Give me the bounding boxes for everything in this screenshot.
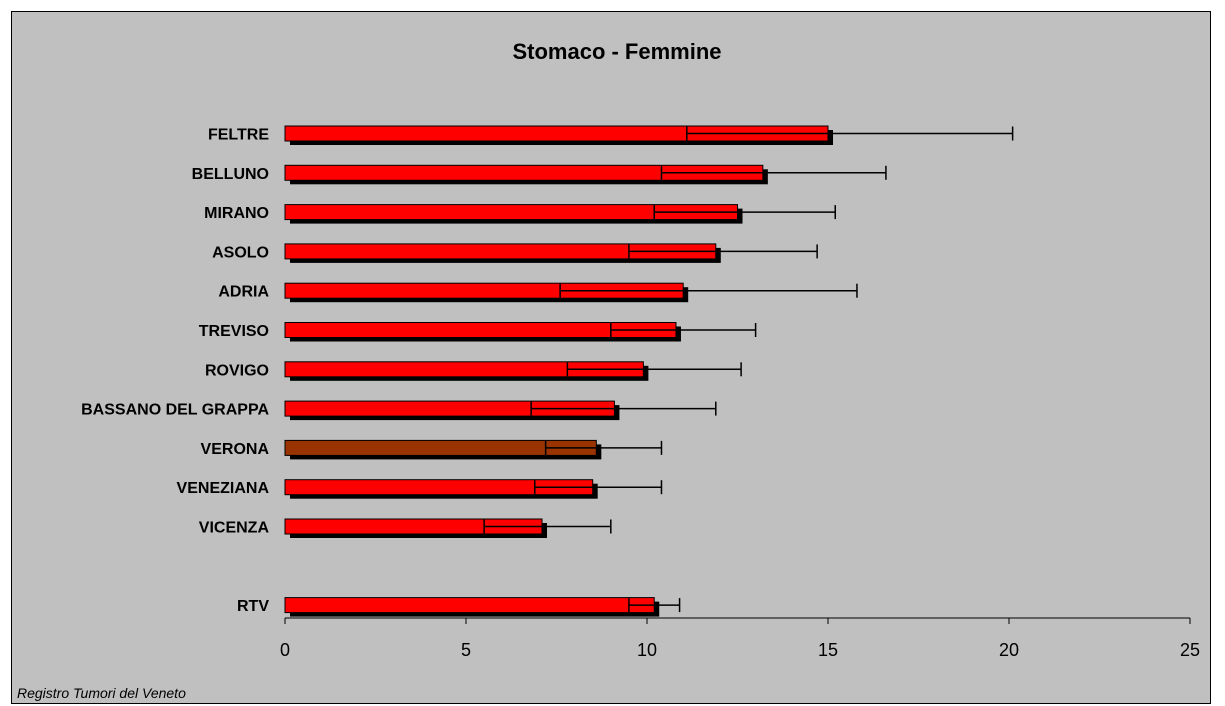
category-label-feltre: FELTRE bbox=[208, 127, 269, 144]
bars-group: FELTRE BELLUNO MIRANO ASOLO ADRIA TREVISO ROVI… bbox=[81, 125, 1014, 617]
category-label-vicenza: VICENZA bbox=[199, 520, 270, 537]
category-label-belluno: BELLUNO bbox=[192, 166, 269, 183]
category-label-rtv: RTV bbox=[237, 598, 269, 615]
x-tick-label-20: 20 bbox=[999, 640, 1019, 660]
category-label-treviso: TREVISO bbox=[199, 323, 269, 340]
x-tick-label-10: 10 bbox=[637, 640, 657, 660]
category-label-asolo: ASOLO bbox=[212, 244, 269, 261]
category-label-mirano: MIRANO bbox=[204, 205, 269, 222]
x-tick-label-0: 0 bbox=[280, 640, 290, 660]
source-note: Registro Tumori del Veneto bbox=[17, 685, 186, 701]
chart-frame: Stomaco - Femmine FELTRE BELLUNO MIRANO ASO… bbox=[11, 11, 1211, 704]
category-label-adria: ADRIA bbox=[218, 284, 269, 301]
category-label-veneziana: VENEZIANA bbox=[177, 480, 270, 497]
x-tick-label-15: 15 bbox=[818, 640, 838, 660]
category-label-verona: VERONA bbox=[201, 441, 270, 458]
x-tick-label-25: 25 bbox=[1180, 640, 1200, 660]
chart-svg: Stomaco - Femmine FELTRE BELLUNO MIRANO ASO… bbox=[81, 39, 1200, 660]
x-tick-label-5: 5 bbox=[461, 640, 471, 660]
category-label-rovigo: ROVIGO bbox=[205, 362, 269, 379]
bar-rtv bbox=[284, 597, 655, 614]
x-axis: 0 5 10 15 20 25 bbox=[280, 617, 1200, 660]
chart-title: Stomaco - Femmine bbox=[512, 39, 721, 64]
category-label-bassano-del-grappa: BASSANO DEL GRAPPA bbox=[81, 402, 269, 419]
